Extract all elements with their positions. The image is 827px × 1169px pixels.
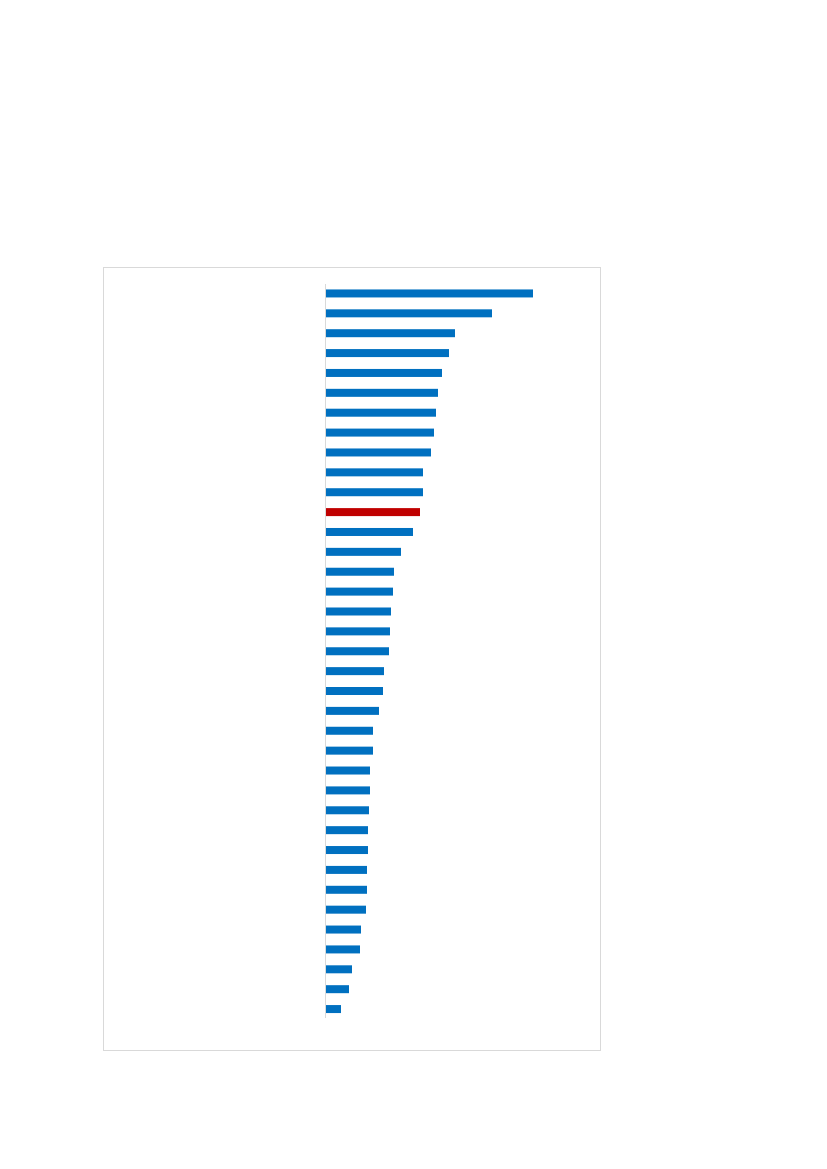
bar	[326, 905, 366, 914]
bar	[326, 806, 369, 815]
bar	[326, 667, 384, 676]
bar	[326, 547, 401, 556]
bar	[326, 846, 368, 855]
bar	[326, 647, 389, 656]
bar	[326, 925, 361, 934]
bar	[326, 786, 370, 795]
bar	[326, 408, 436, 417]
bar	[326, 746, 373, 755]
bar	[326, 945, 360, 954]
bar	[326, 826, 368, 835]
bar	[326, 309, 492, 318]
bar	[326, 766, 370, 775]
bar	[326, 488, 423, 497]
bar	[326, 567, 394, 576]
bar	[326, 965, 352, 974]
bar	[326, 527, 413, 536]
bar	[326, 428, 434, 437]
bar	[326, 1005, 341, 1014]
bar	[326, 368, 442, 377]
bar	[326, 289, 533, 298]
bar	[326, 687, 383, 696]
bar	[326, 587, 393, 596]
bar	[326, 885, 367, 894]
bar	[326, 706, 379, 715]
chart-frame	[103, 267, 601, 1051]
bar	[326, 607, 391, 616]
bar	[326, 508, 420, 517]
bar	[326, 627, 390, 636]
bar	[326, 865, 367, 874]
bar	[326, 388, 438, 397]
bar	[326, 349, 449, 358]
bar	[326, 468, 423, 477]
bar	[326, 726, 373, 735]
bar	[326, 329, 455, 338]
bar	[326, 985, 349, 994]
bar	[326, 448, 431, 457]
